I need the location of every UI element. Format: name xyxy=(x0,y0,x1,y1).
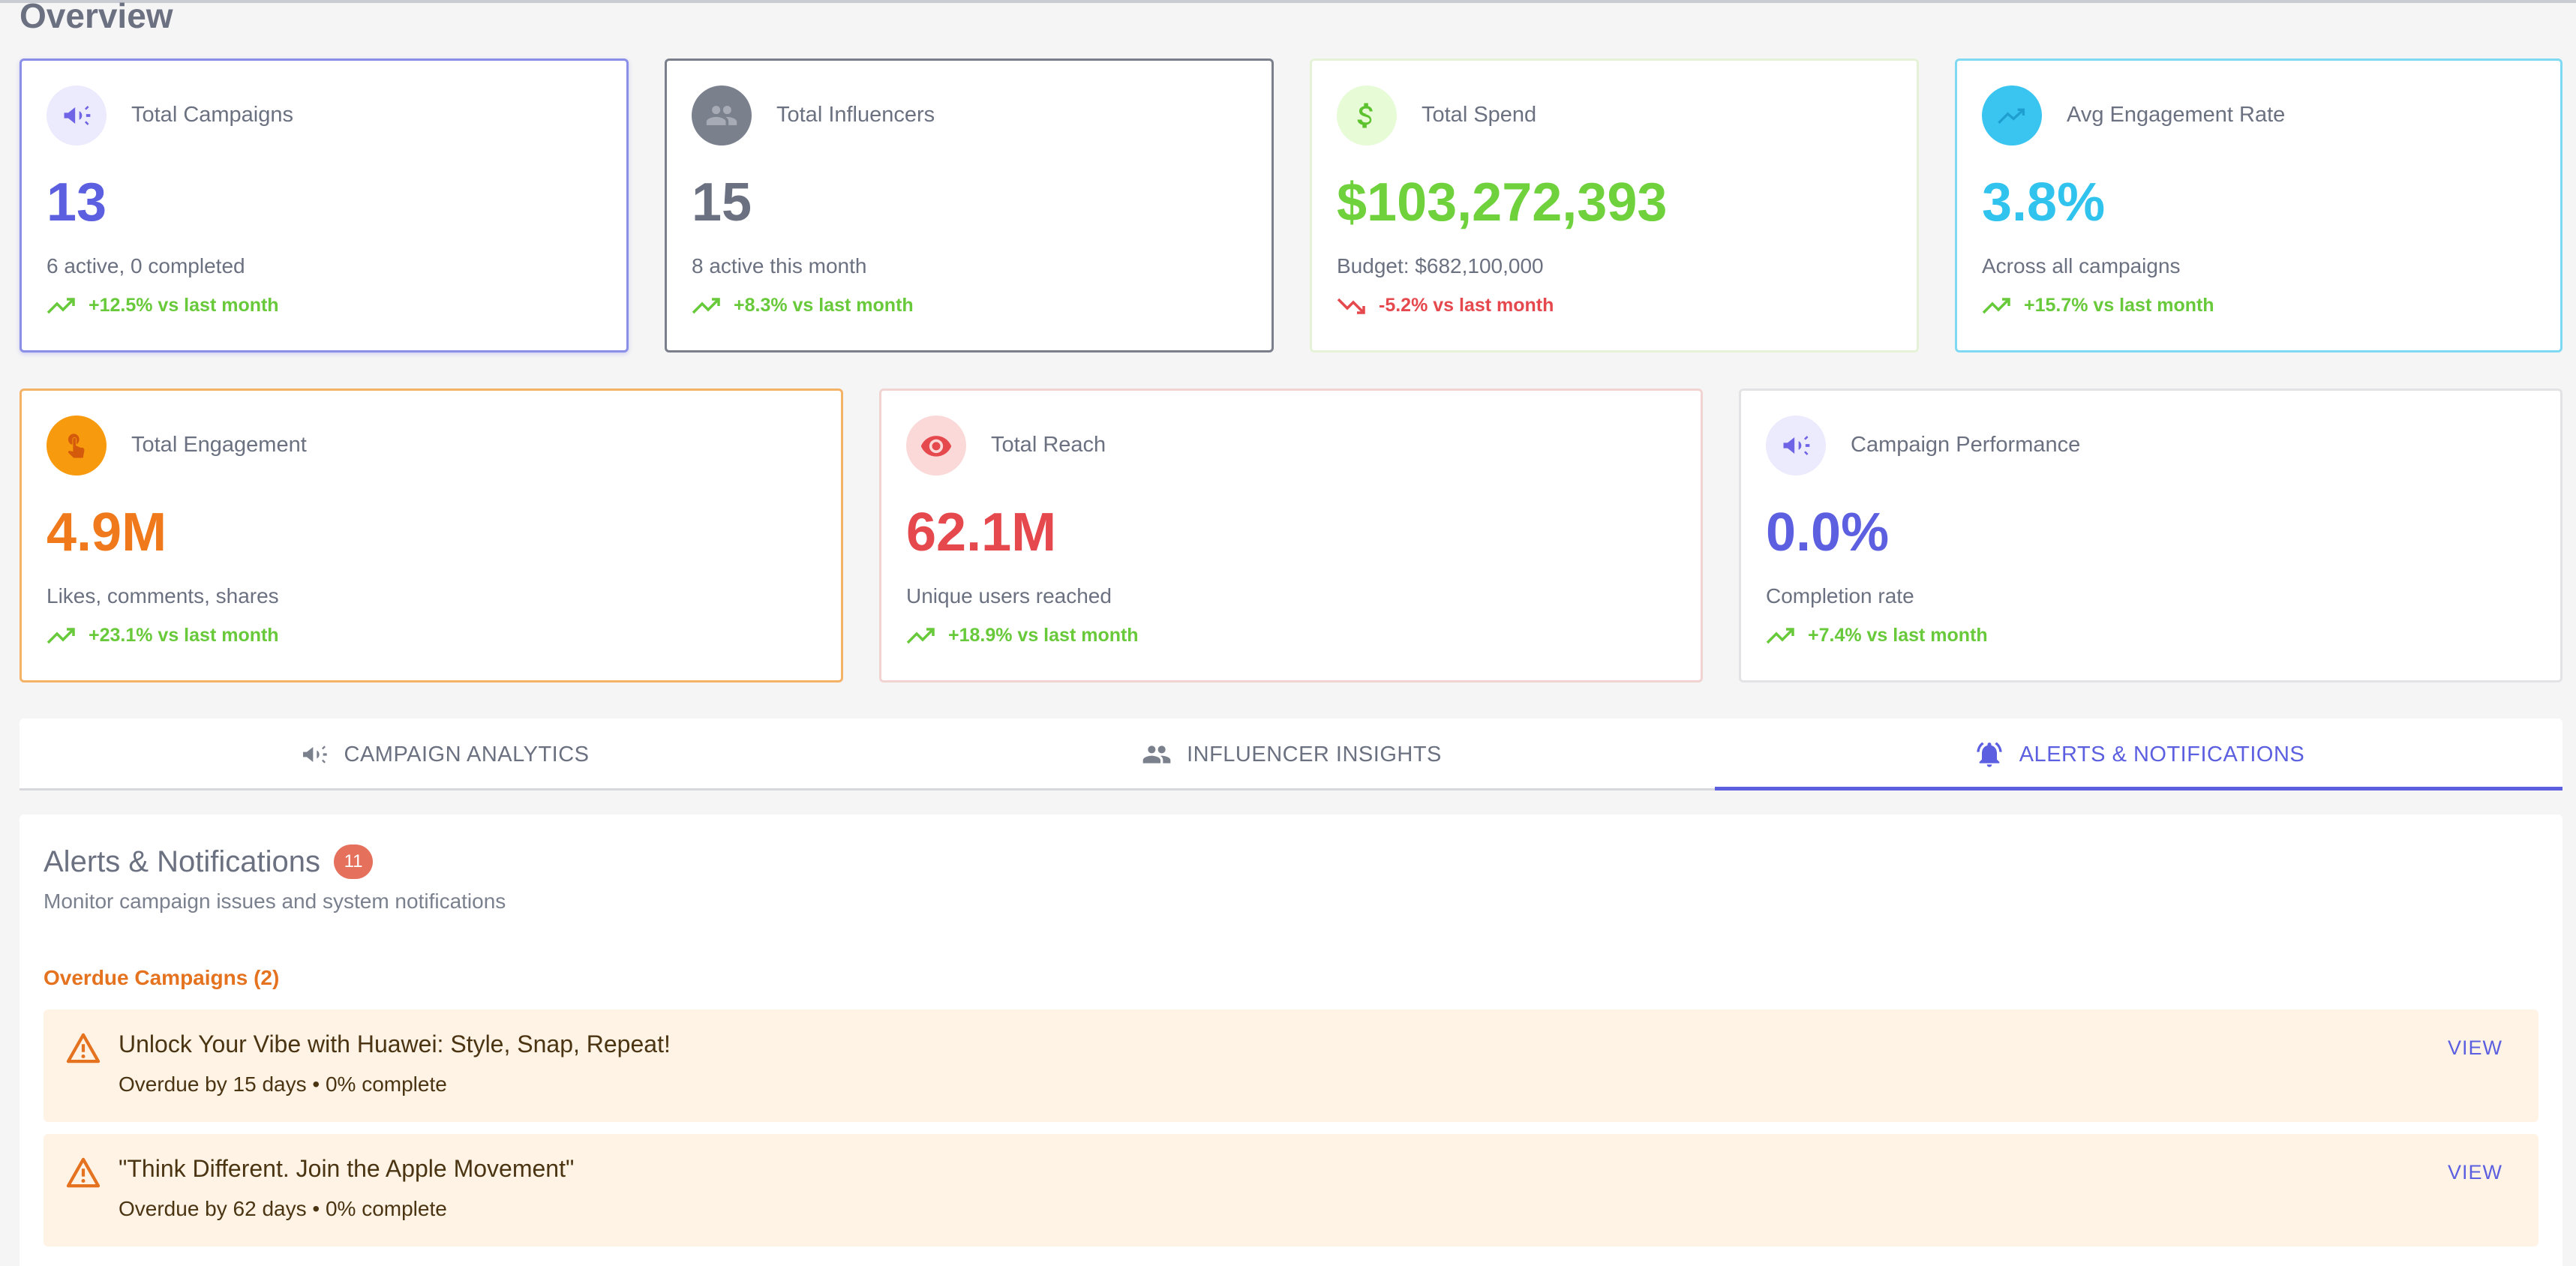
dollar-icon xyxy=(1337,86,1397,146)
view-button[interactable]: VIEW xyxy=(2447,1161,2502,1184)
stat-trend-text: +7.4% vs last month xyxy=(1808,625,1988,646)
page-title: Overview xyxy=(20,0,173,35)
trending-up-icon xyxy=(1982,297,2010,314)
warning-icon xyxy=(66,1033,101,1064)
stat-card-total-campaigns[interactable]: Total Campaigns 13 6 active, 0 completed… xyxy=(20,58,629,352)
active-tab-indicator xyxy=(1715,787,2562,790)
stat-trend: +15.7% vs last month xyxy=(1982,295,2214,316)
trending-up-icon xyxy=(47,627,75,644)
top-divider xyxy=(0,0,2576,3)
stat-label: Campaign Performance xyxy=(1851,433,2081,457)
alerts-panel-subtitle: Monitor campaign issues and system notif… xyxy=(44,890,506,913)
tab-campaign-analytics[interactable]: CAMPAIGN ANALYTICS xyxy=(20,718,867,790)
warning-icon xyxy=(66,1157,101,1188)
stat-label: Total Campaigns xyxy=(131,103,293,127)
stat-label: Total Reach xyxy=(991,433,1106,457)
alerts-title-text: Alerts & Notifications xyxy=(44,844,321,878)
stat-value: 4.9M xyxy=(47,502,167,562)
stat-value: 0.0% xyxy=(1766,502,1890,562)
alert-detail: Overdue by 15 days • 0% complete xyxy=(119,1072,447,1096)
eye-icon xyxy=(906,416,966,476)
stat-label: Total Spend xyxy=(1422,103,1537,127)
people-icon xyxy=(1142,746,1171,764)
people-icon xyxy=(692,86,752,146)
stat-trend: +18.9% vs last month xyxy=(906,625,1139,646)
stat-trend-text: -5.2% vs last month xyxy=(1379,295,1554,316)
stat-subtext: 8 active this month xyxy=(692,254,867,278)
touch-icon xyxy=(47,416,107,476)
stat-subtext: Unique users reached xyxy=(906,584,1112,608)
trending-down-icon xyxy=(1337,298,1365,314)
stat-trend: +7.4% vs last month xyxy=(1766,625,1988,646)
stat-trend: +12.5% vs last month xyxy=(47,295,279,316)
stat-subtext: Completion rate xyxy=(1766,584,1914,608)
stat-trend-text: +23.1% vs last month xyxy=(89,625,279,646)
stat-trend-text: +12.5% vs last month xyxy=(89,295,279,316)
overdue-campaigns-heading: Overdue Campaigns (2) xyxy=(44,966,280,989)
stat-card-campaign-performance[interactable]: Campaign Performance 0.0% Completion rat… xyxy=(1739,388,2562,682)
stat-trend: +8.3% vs last month xyxy=(692,295,914,316)
stat-trend: +23.1% vs last month xyxy=(47,625,279,646)
view-button[interactable]: VIEW xyxy=(2447,1036,2502,1059)
overdue-alert-item: Unlock Your Vibe with Huawei: Style, Sna… xyxy=(44,1010,2538,1122)
trending-up-icon xyxy=(692,297,720,314)
alerts-count-badge: 11 xyxy=(334,844,374,879)
stat-subtext: Likes, comments, shares xyxy=(47,584,279,608)
alerts-panel-title: Alerts & Notifications 11 xyxy=(44,844,374,879)
stat-card-total-reach[interactable]: Total Reach 62.1M Unique users reached +… xyxy=(879,388,1703,682)
stat-label: Avg Engagement Rate xyxy=(2067,103,2286,127)
megaphone-icon xyxy=(47,86,107,146)
stat-trend-text: +18.9% vs last month xyxy=(948,625,1139,646)
stat-subtext: Budget: $682,100,000 xyxy=(1337,254,1544,278)
alert-title: "Think Different. Join the Apple Movemen… xyxy=(119,1155,575,1182)
stat-trend-text: +15.7% vs last month xyxy=(2024,295,2214,316)
trending-up-icon xyxy=(1982,86,2042,146)
stat-value: 15 xyxy=(692,172,752,232)
stat-card-total-influencers[interactable]: Total Influencers 15 8 active this month… xyxy=(665,58,1274,352)
stat-label: Total Engagement xyxy=(131,433,307,457)
stat-card-total-engagement[interactable]: Total Engagement 4.9M Likes, comments, s… xyxy=(20,388,843,682)
stat-value: 3.8% xyxy=(1982,172,2106,232)
tab-influencer-insights[interactable]: INFLUENCER INSIGHTS xyxy=(867,718,1715,790)
alert-detail: Overdue by 62 days • 0% complete xyxy=(119,1197,447,1220)
stat-value: 13 xyxy=(47,172,107,232)
stat-trend: -5.2% vs last month xyxy=(1337,295,1554,316)
tab-label: CAMPAIGN ANALYTICS xyxy=(344,742,590,766)
tab-alerts-notifications[interactable]: ALERTS & NOTIFICATIONS xyxy=(1715,718,2562,790)
tab-label: ALERTS & NOTIFICATIONS xyxy=(2019,742,2305,766)
trending-up-icon xyxy=(906,627,935,644)
trending-up-icon xyxy=(47,297,75,314)
tab-label: INFLUENCER INSIGHTS xyxy=(1187,742,1442,766)
megaphone-icon xyxy=(1766,416,1826,476)
megaphone-icon xyxy=(302,746,327,764)
alert-title: Unlock Your Vibe with Huawei: Style, Sna… xyxy=(119,1030,671,1058)
stat-trend-text: +8.3% vs last month xyxy=(734,295,914,316)
bell-icon xyxy=(1977,742,2002,767)
dashboard-tabs: CAMPAIGN ANALYTICS INFLUENCER INSIGHTS A… xyxy=(20,718,2562,790)
stat-value: $103,272,393 xyxy=(1337,172,1668,232)
stat-card-avg-engagement-rate[interactable]: Avg Engagement Rate 3.8% Across all camp… xyxy=(1955,58,2562,352)
alerts-panel: Alerts & Notifications 11 Monitor campai… xyxy=(20,814,2562,1266)
stat-card-total-spend[interactable]: Total Spend $103,272,393 Budget: $682,10… xyxy=(1310,58,1919,352)
stat-label: Total Influencers xyxy=(776,103,935,127)
stat-subtext: Across all campaigns xyxy=(1982,254,2181,278)
stat-subtext: 6 active, 0 completed xyxy=(47,254,245,278)
trending-up-icon xyxy=(1766,627,1794,644)
stat-value: 62.1M xyxy=(906,502,1057,562)
overdue-alert-item: "Think Different. Join the Apple Movemen… xyxy=(44,1134,2538,1246)
